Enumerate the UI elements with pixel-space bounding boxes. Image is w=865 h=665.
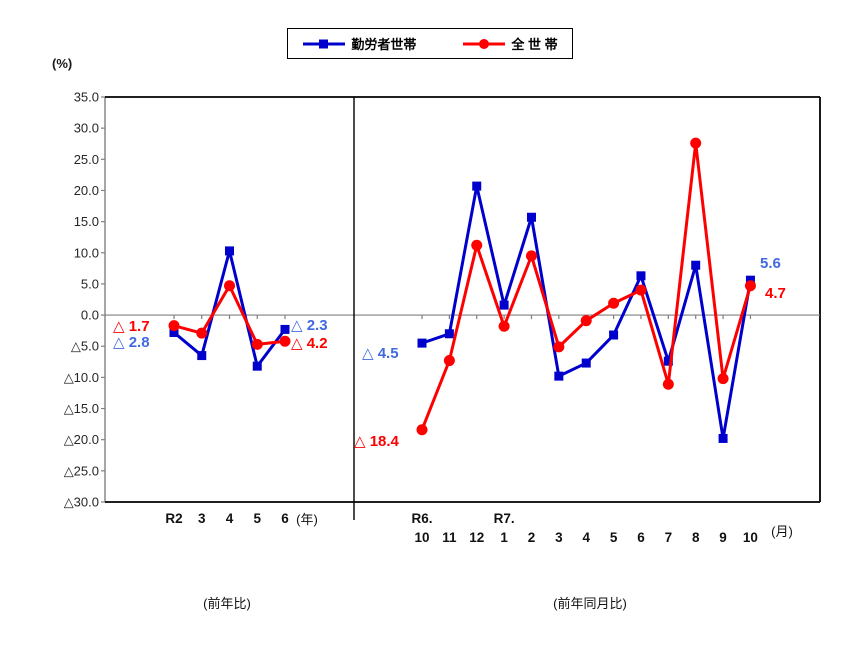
axis-unit-suffix: (月) [771,524,793,539]
data-point-square [197,351,207,361]
data-point-circle [196,327,208,339]
x-category-label: 8 [692,530,700,545]
y-tick-label: 30.0 [74,121,99,136]
x-category-label: 10 [414,530,429,545]
data-point-square [417,338,427,348]
x-category-label: 9 [719,530,727,545]
data-point-square [691,260,701,270]
data-point-square [169,328,179,338]
series-line-1-1 [420,141,752,431]
data-point-circle [498,320,510,332]
data-point-square [526,212,536,222]
legend-item-0: 勤労者世帯 [302,34,416,53]
data-point-circle [690,137,702,149]
value-annotation: △ 2.3 [291,317,328,334]
y-tick-label: △10.0 [64,370,99,385]
era-label: R7. [494,511,515,526]
x-category-label: 12 [469,530,484,545]
data-point-circle [608,297,620,309]
data-point-circle [443,355,455,367]
series-line-1-0 [421,184,752,440]
x-category-label: 3 [198,511,206,526]
x-category-label: 11 [442,530,457,545]
x-category-label: 5 [253,511,261,526]
x-category-label: 5 [610,530,618,545]
data-point-circle [744,280,756,292]
data-point-circle [224,280,235,292]
data-point-square [636,271,646,281]
chart-caption: (前年同月比) [553,596,627,611]
y-tick-label: 10.0 [74,245,99,260]
circle-marker-line-icon [463,38,506,49]
data-point-circle [553,341,565,353]
legend-label-0: 勤労者世帯 [351,37,417,52]
data-point-square [609,330,619,340]
value-annotation: △ 2.8 [113,334,150,351]
data-point-circle [416,424,428,436]
era-label: R6. [411,511,432,526]
y-tick-label: 15.0 [74,214,99,229]
x-category-label: 10 [743,530,758,545]
chart-caption: (前年比) [203,596,251,611]
legend-label-1: 全 世 帯 [511,37,558,52]
data-point-square [663,356,673,366]
y-tick-label: 5.0 [81,276,99,291]
data-point-circle [471,239,483,251]
value-annotation: △ 4.2 [291,335,328,352]
data-point-square [718,433,728,443]
legend: 勤労者世帯 全 世 帯 [287,28,573,59]
axis-unit-suffix: (年) [296,512,318,527]
value-annotation: △ 18.4 [354,433,400,450]
x-category-label: 3 [555,530,563,545]
y-tick-label: △5.0 [71,339,99,354]
y-tick-label: 25.0 [74,152,99,167]
legend-item-1: 全 世 帯 [462,34,558,53]
y-tick-label: △15.0 [64,401,99,416]
data-point-square [280,324,290,334]
value-annotation: 5.6 [760,255,781,272]
data-point-circle [251,338,263,350]
data-point-square [745,275,755,285]
data-point-circle [279,335,291,347]
y-tick-label: 35.0 [74,90,99,105]
value-annotation: 4.7 [765,285,786,302]
value-annotation: △ 4.5 [362,345,399,362]
y-tick-label: △30.0 [64,495,99,510]
data-point-square [554,371,564,381]
data-point-circle [525,250,537,262]
data-point-circle [168,320,180,332]
x-category-label: 4 [226,511,234,526]
y-tick-label: △25.0 [64,463,99,478]
x-category-label: 6 [281,511,289,526]
data-point-square [472,181,482,191]
x-category-label: R2 [165,511,182,526]
series-line-0-0 [173,249,287,368]
x-category-label: 4 [582,530,590,545]
x-category-label: 2 [528,530,536,545]
data-point-square [499,300,509,310]
y-axis-unit-label: (%) [52,56,73,71]
x-category-label: 1 [500,530,508,545]
data-point-circle [662,378,674,390]
x-category-label: 7 [665,530,673,545]
y-tick-label: 0.0 [81,308,99,323]
x-category-label: 6 [637,530,645,545]
data-point-square [252,361,262,371]
y-tick-label: △20.0 [64,432,99,447]
data-point-square [581,358,591,368]
data-point-circle [717,373,729,385]
data-point-circle [580,315,592,327]
square-marker-line-icon [303,39,346,48]
data-point-square [225,246,234,256]
y-tick-label: 20.0 [74,183,99,198]
value-annotation: △ 1.7 [113,318,150,335]
data-point-circle [635,284,647,296]
data-point-square [444,329,454,339]
